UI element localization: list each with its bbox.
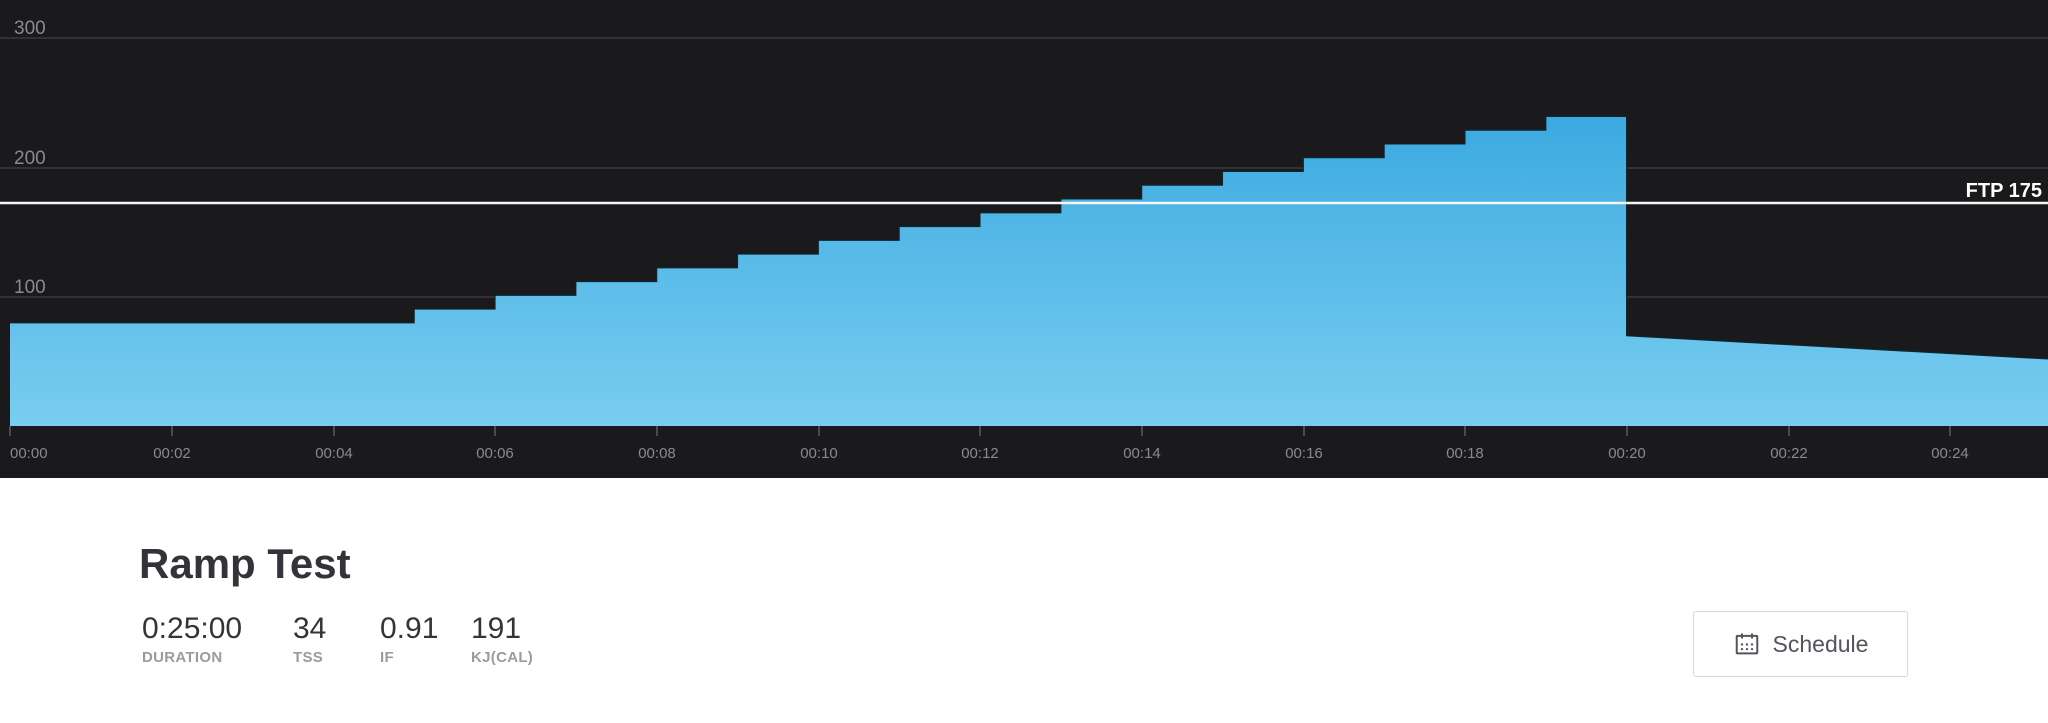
svg-text:00:00: 00:00	[10, 445, 48, 462]
svg-text:00:14: 00:14	[1123, 445, 1161, 462]
svg-text:FTP 175: FTP 175	[1966, 180, 2042, 202]
svg-text:200: 200	[14, 148, 46, 169]
svg-text:00:16: 00:16	[1285, 445, 1323, 462]
svg-text:00:22: 00:22	[1770, 445, 1808, 462]
svg-text:00:10: 00:10	[800, 445, 838, 462]
svg-text:00:06: 00:06	[476, 445, 514, 462]
svg-text:00:20: 00:20	[1608, 445, 1646, 462]
svg-text:00:12: 00:12	[961, 445, 999, 462]
svg-text:00:04: 00:04	[315, 445, 353, 462]
svg-text:00:08: 00:08	[638, 445, 676, 462]
svg-text:00:18: 00:18	[1446, 445, 1484, 462]
svg-text:00:02: 00:02	[153, 445, 191, 462]
svg-text:300: 300	[14, 18, 46, 39]
svg-text:100: 100	[14, 277, 46, 298]
svg-text:00:24: 00:24	[1931, 445, 1969, 462]
